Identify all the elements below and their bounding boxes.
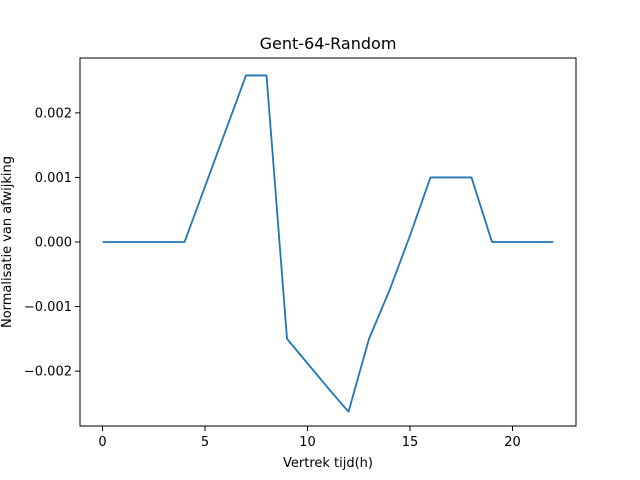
x-tick-label: 5: [201, 435, 209, 450]
plot-frame: [79, 57, 577, 427]
x-tick-label: 15: [402, 435, 419, 450]
x-tick-label: 10: [299, 435, 316, 450]
y-tick-label: 0.001: [35, 171, 72, 186]
y-tick-label: −0.002: [24, 365, 72, 380]
chart-title: Gent-64-Random: [260, 34, 397, 53]
y-tick-label: −0.001: [24, 300, 72, 315]
y-tick-label: 0.000: [35, 236, 72, 251]
y-tick-label: 0.002: [35, 106, 72, 121]
x-axis-label: Vertrek tijd(h): [283, 456, 373, 471]
y-axis: −0.002 −0.001 0.000 0.001 0.002: [24, 106, 80, 380]
series-line: [102, 74, 554, 413]
x-tick-label: 20: [504, 435, 521, 450]
plot-area: [102, 74, 554, 413]
y-axis-label: Normalisatie van afwijking: [0, 156, 15, 328]
x-tick-label: 0: [98, 435, 106, 450]
x-axis: 0 5 10 15 20: [98, 426, 521, 450]
